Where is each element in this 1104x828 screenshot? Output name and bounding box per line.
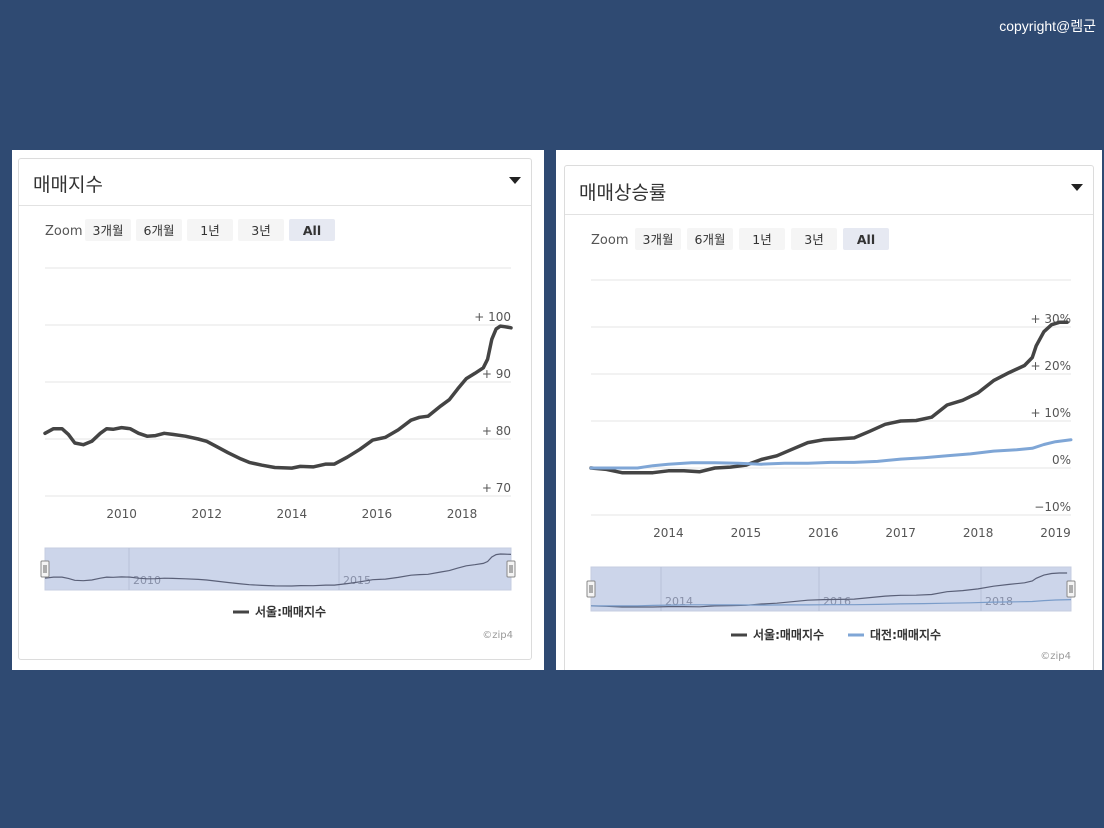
zoom-button-label: 1년 [752,232,771,247]
x-tick-label: 2019 [1040,526,1071,540]
navigator-series-1 [590,572,1068,608]
legend-label: 서울:매매지수 [753,627,824,642]
right-card-title: 매매상승률 [579,182,667,204]
x-tick-label: 2018 [447,507,478,521]
zoom-button-bg[interactable] [187,219,233,241]
series-line-2 [589,438,1073,470]
zoom-button-2[interactable]: 6개월 [136,219,182,241]
zoom-button-bg[interactable] [85,219,131,241]
series-line-1 [43,324,513,470]
zoom-button-bg[interactable] [136,219,182,241]
navigator-range[interactable] [44,547,512,591]
y-tick-label: + 10% [1030,406,1071,420]
navigator-tick-label: 2016 [823,595,851,608]
right-chart-card: 매매상승률 Zoom 3개월 6개월 1년 3년 All −10% 0% + 10% + 20% +… [564,165,1094,670]
zoom-button-3[interactable]: 1년 [739,228,785,250]
x-tick-label: 2018 [963,526,994,540]
y-tick-label: + 20% [1030,359,1071,373]
y-tick-label: + 70 [482,481,511,495]
series-line-1 [589,320,1069,475]
left-chart: Zoom 3개월 6개월 1년 3년 All + 70 + 80 + 90 + 100 2010 20… [40,219,516,641]
zoom-button-bg[interactable] [739,228,785,250]
zoom-button-5[interactable]: All [843,228,889,250]
legend-item-1[interactable]: 서울:매매지수 [233,604,326,619]
credit-text: ©zip4 [1040,651,1071,662]
y-tick-label: 0% [1052,453,1071,467]
zoom-button-bg[interactable] [635,228,681,250]
credit-text: ©zip4 [482,630,513,641]
right-chart: Zoom 3개월 6개월 1년 3년 All−10%0%+ 10%+ 20%+ 30%20… [586,228,1076,662]
x-tick-label: 2016 [808,526,839,540]
right-card-header: 매매상승률 [565,166,1093,215]
zoom-button-bg[interactable] [238,219,284,241]
zoom-button-1[interactable]: 3개월 [635,228,681,250]
legend-item-1[interactable]: 서울:매매지수 [731,627,824,642]
zoom-button-4[interactable]: 3년 [791,228,837,250]
zoom-button-bg[interactable] [791,228,837,250]
zoom-button-3[interactable]: 1년 [187,219,233,241]
zoom-button-label: All [303,223,321,238]
copyright-text: copyright@렘군 [999,18,1096,34]
x-tick-label: 2014 [653,526,684,540]
zoom-button-label: 6개월 [144,223,175,238]
zoom-button-label: 3개월 [643,232,674,247]
handle-grip-icon[interactable] [586,580,596,598]
zoom-label: Zoom [45,224,82,239]
navigator-handle-left[interactable] [40,560,50,578]
x-tick-label: 2016 [362,507,393,521]
handle-grip-icon[interactable] [506,560,516,578]
zoom-button-4[interactable]: 3년 [238,219,284,241]
left-card-header: 매매지수 [19,159,531,206]
legend-label: 서울:매매지수 [255,604,326,619]
zoom-button-label: 1년 [200,223,219,238]
zoom-button-label: 6개월 [695,232,726,247]
zoom-button-5[interactable]: All [289,219,335,241]
y-tick-label: + 100 [474,310,511,324]
right-panel: 매매상승률 Zoom 3개월 6개월 1년 3년 All −10% 0% + 10% + 20% +… [556,150,1102,670]
zoom-label: Zoom [591,233,628,248]
navigator-handle-right[interactable] [506,560,516,578]
navigator-series-2 [591,599,1072,607]
left-chart-card: 매매지수 Zoom 3개월 6개월 1년 3년 All + 70 + 80 + 90 + 100 2… [18,158,532,660]
navigator-handle-left[interactable] [586,580,596,598]
legend-item-2[interactable]: 대전:매매지수 [848,627,941,642]
x-tick-label: 2010 [106,507,137,521]
zoom-button-bg[interactable] [289,219,335,241]
x-tick-label: 2015 [731,526,762,540]
y-tick-label: + 90 [482,367,511,381]
x-tick-label: 2017 [885,526,916,540]
zoom-button-bg[interactable] [687,228,733,250]
y-tick-label: + 80 [482,424,511,438]
zoom-button-bg[interactable] [843,228,889,250]
navigator-range[interactable] [590,566,1072,612]
zoom-button-label: 3년 [804,232,823,247]
left-panel: 매매지수 Zoom 3개월 6개월 1년 3년 All + 70 + 80 + 90 + 100 2… [12,150,544,670]
zoom-button-label: 3개월 [93,223,124,238]
handle-grip-icon[interactable] [1066,580,1076,598]
navigator-handle-right[interactable] [1066,580,1076,598]
right-dropdown-caret-icon[interactable] [1071,184,1083,191]
zoom-button-1[interactable]: 3개월 [85,219,131,241]
x-tick-label: 2014 [277,507,308,521]
left-dropdown-caret-icon[interactable] [509,177,521,184]
navigator-tick-label: 2010 [133,574,161,587]
legend-label: 대전:매매지수 [870,627,941,642]
navigator-series-1 [44,553,512,587]
left-card-title: 매매지수 [33,174,103,196]
handle-grip-icon[interactable] [40,560,50,578]
zoom-button-label: All [857,232,875,247]
y-tick-label: −10% [1034,500,1071,514]
zoom-button-2[interactable]: 6개월 [687,228,733,250]
zoom-button-label: 3년 [251,223,270,238]
x-tick-label: 2012 [191,507,222,521]
